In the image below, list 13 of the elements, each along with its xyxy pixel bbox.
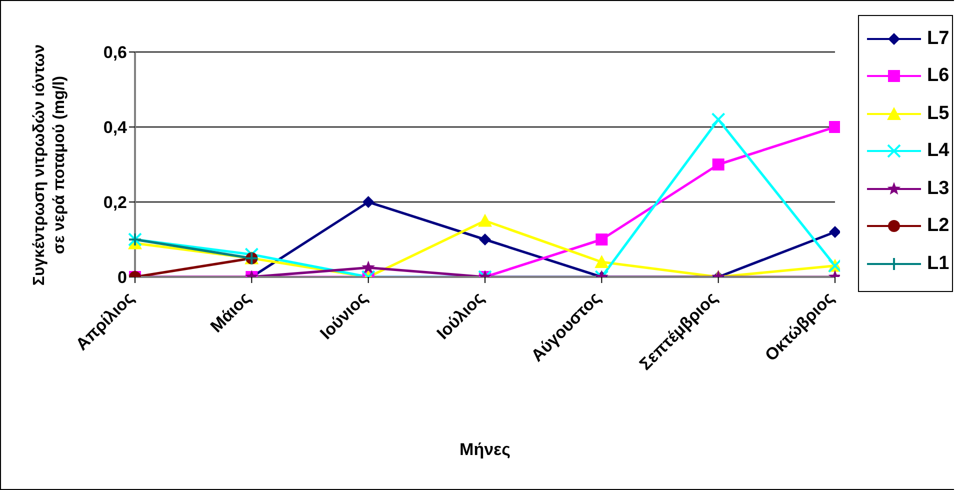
legend-label: L7: [927, 28, 950, 50]
legend-label: L4: [927, 140, 950, 162]
legend-label: L1: [927, 252, 950, 275]
y-tick-label: 0,6: [103, 43, 127, 62]
legend-label: L5: [927, 102, 950, 125]
y-tick-label: 0,2: [103, 193, 127, 212]
y-tick-label: 0,4: [103, 118, 128, 138]
x-axis-title: Μήνες: [458, 440, 512, 460]
legend-label: L3: [927, 178, 950, 200]
legend-label: L2: [927, 215, 950, 238]
legend-label: L6: [927, 65, 950, 88]
y-axis-title: Συγκέντρωση νιτρωδών ιόντων σε νερά ποταμού (mg/l): [30, 43, 69, 288]
y-tick-label: 0: [118, 268, 127, 288]
